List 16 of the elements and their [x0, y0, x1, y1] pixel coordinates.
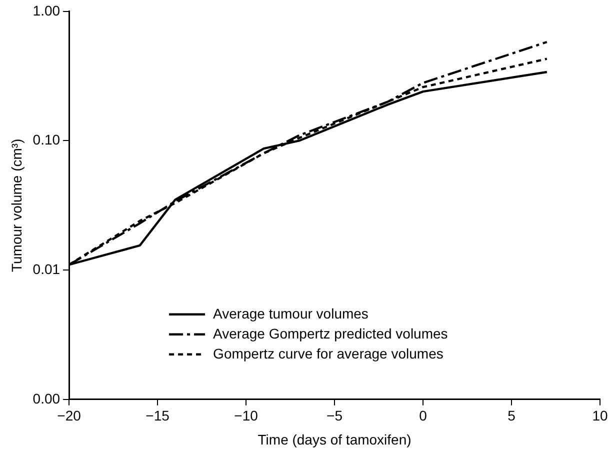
y-tick-label: 0.01 [32, 260, 60, 277]
legend-label: Gompertz curve for average volumes [213, 345, 444, 362]
x-tick-label: −5 [326, 408, 343, 424]
x-tick-label: 5 [508, 408, 516, 424]
x-tick-label: −20 [57, 408, 82, 424]
x-tick-label: −15 [146, 408, 170, 424]
y-tick-label: 0.10 [32, 132, 60, 148]
x-tick-label: −10 [234, 408, 258, 424]
y-tick-label: 0.00 [32, 390, 60, 406]
legend-label: Average tumour volumes [213, 305, 368, 322]
x-tick-label: 10 [592, 408, 608, 424]
x-axis-title: Time (days of tamoxifen) [258, 431, 412, 448]
legend-label: Average Gompertz predicted volumes [213, 325, 448, 342]
x-tick-label: 0 [419, 408, 428, 424]
y-tick-label: 1.00 [32, 2, 60, 18]
y-axis-title: Tumour volume (cm³) [8, 138, 24, 272]
